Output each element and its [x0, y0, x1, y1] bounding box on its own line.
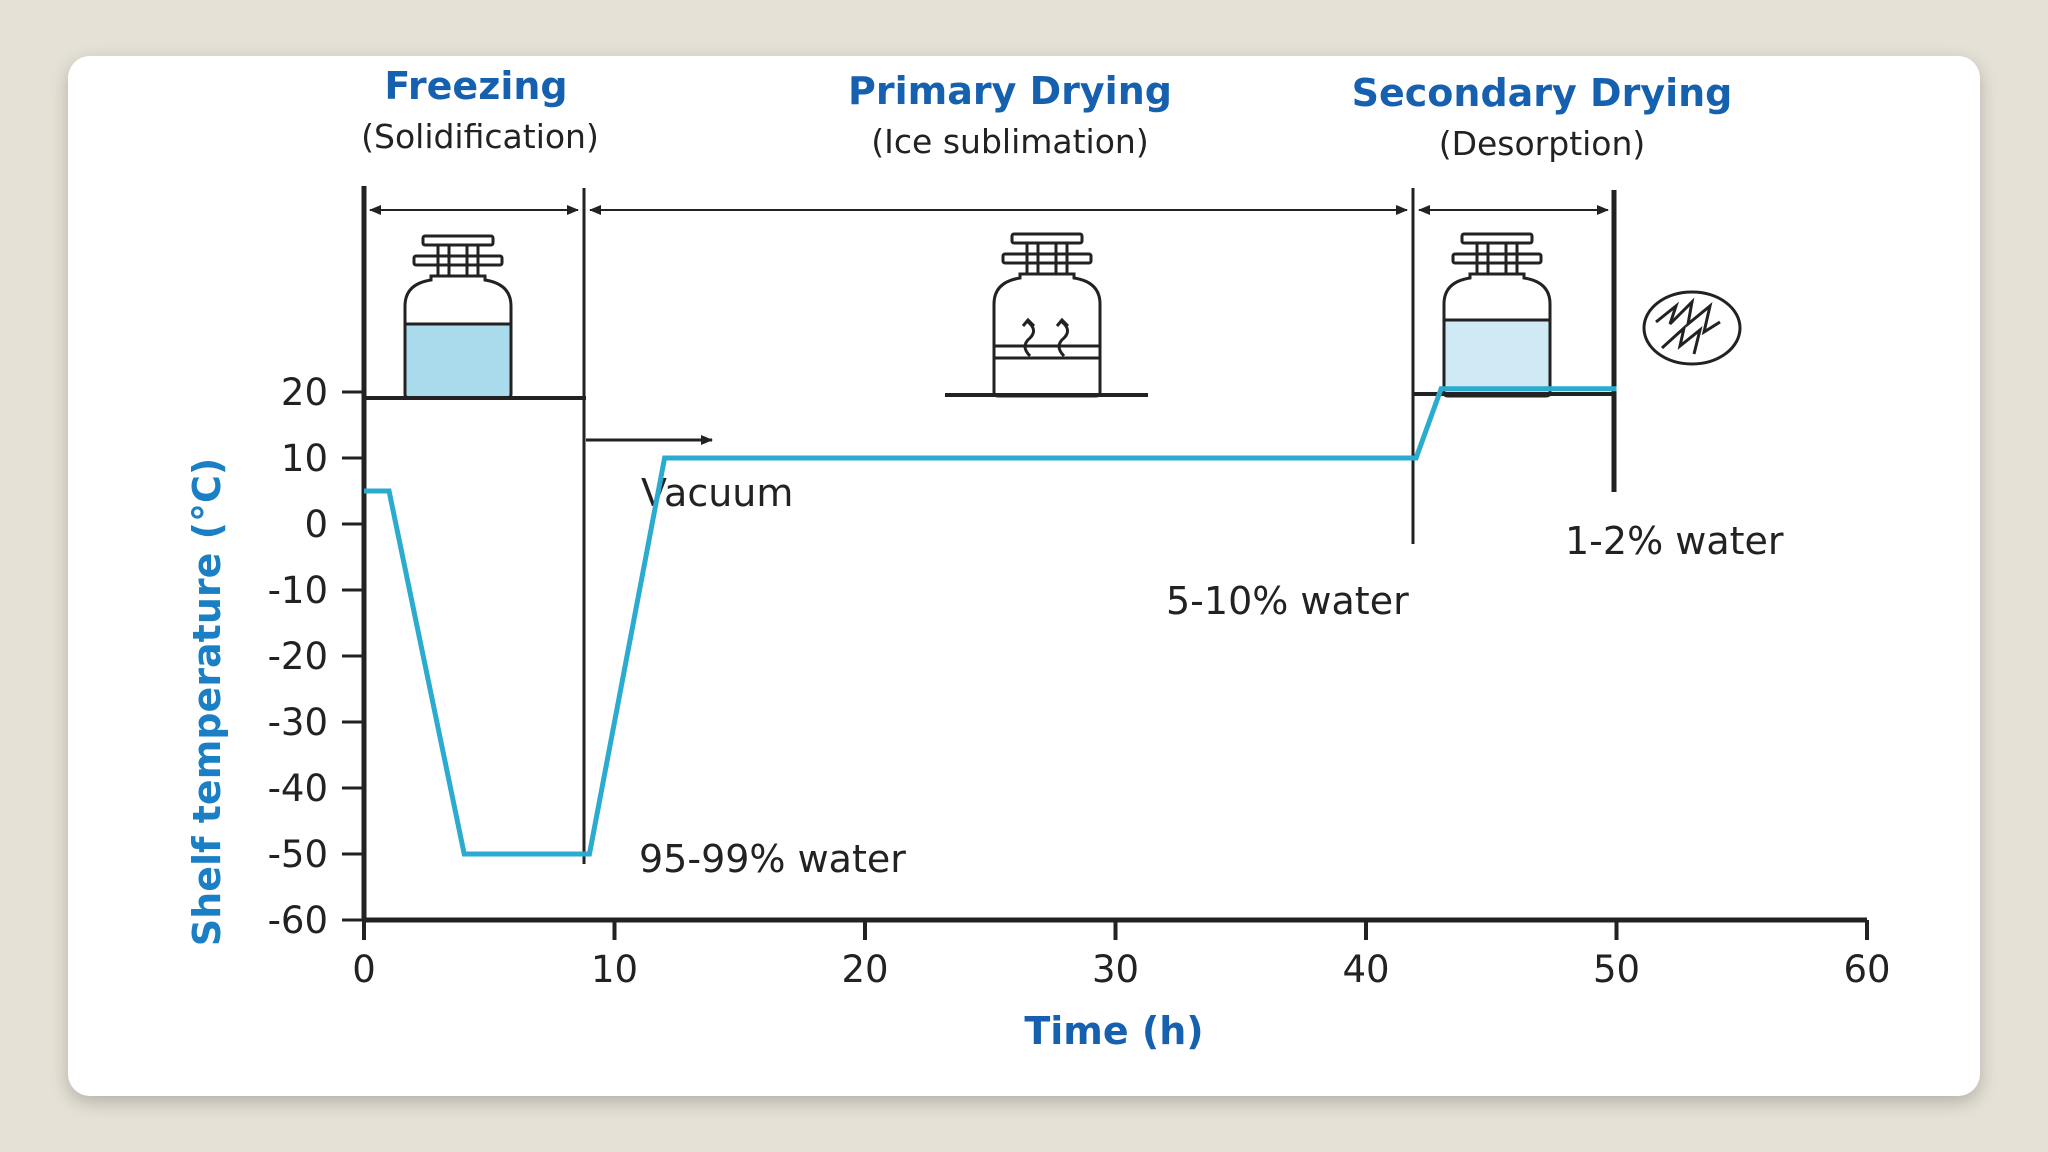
water-annotation-secondary: 1-2% water: [1565, 519, 1784, 563]
dried-cake-icon: [1642, 290, 1742, 366]
phase-subtitle-secondary-drying: (Desorption): [1439, 124, 1646, 163]
y-axis-ticks: 20 10 0 -10 -20 -30 -40 -50 -60: [268, 371, 364, 942]
lyophilization-chart: Freezing (Solidification) Primary Drying…: [185, 64, 1891, 1053]
vacuum-label: Vacuum: [641, 471, 793, 515]
y-tick-label: -40: [268, 767, 328, 810]
y-tick-label: 0: [304, 503, 328, 546]
phase-title-primary-drying: Primary Drying: [848, 69, 1172, 113]
y-axis-label: Shelf temperature (°C): [185, 458, 229, 946]
x-tick-label: 40: [1342, 948, 1389, 991]
x-tick-label: 50: [1593, 948, 1640, 991]
x-tick-label: 0: [352, 948, 376, 991]
x-tick-label: 10: [591, 948, 638, 991]
chart-card: Freezing (Solidification) Primary Drying…: [68, 56, 1980, 1096]
y-tick-label: -50: [268, 833, 328, 876]
x-tick-label: 30: [1092, 948, 1139, 991]
phase-title-freezing: Freezing: [384, 64, 567, 108]
x-tick-label: 20: [841, 948, 888, 991]
water-annotation-primary: 5-10% water: [1166, 579, 1409, 623]
y-tick-label: -10: [268, 569, 328, 612]
vial-primary-drying-icon: [992, 232, 1102, 398]
x-axis-ticks: 0 10 20 30 40 50 60: [352, 920, 1891, 991]
y-tick-label: -20: [268, 635, 328, 678]
phase-title-secondary-drying: Secondary Drying: [1352, 71, 1733, 115]
y-tick-label: -30: [268, 701, 328, 744]
vial-secondary-drying-icon: [1442, 232, 1552, 398]
water-annotation-freezing: 95-99% water: [639, 837, 906, 881]
x-axis-label: Time (h): [1024, 1009, 1203, 1053]
phase-subtitle-freezing: (Solidification): [361, 117, 599, 156]
vial-freezing-icon: [403, 234, 513, 400]
y-tick-label: 20: [281, 371, 328, 414]
shelf-temperature-line: [364, 386, 1617, 857]
y-tick-label: 10: [281, 437, 328, 480]
x-tick-label: 60: [1843, 948, 1890, 991]
y-tick-label: -60: [268, 899, 328, 942]
phase-subtitle-primary-drying: (Ice sublimation): [871, 122, 1148, 161]
